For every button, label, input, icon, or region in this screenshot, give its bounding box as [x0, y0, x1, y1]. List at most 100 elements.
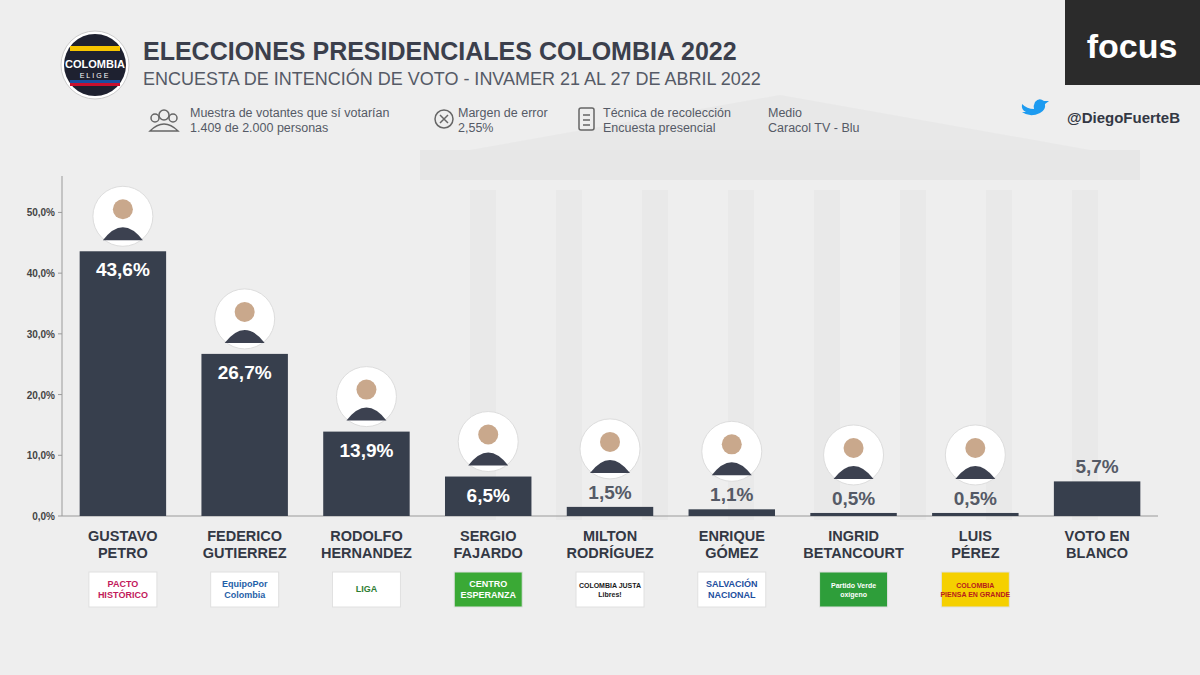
party-logo: EquipoPorColombia — [211, 572, 279, 607]
party-logo-box — [211, 572, 279, 607]
text-line: Partido Verde — [831, 582, 876, 589]
candidate-photo — [580, 419, 640, 479]
text-line: FAJARDO — [454, 545, 523, 561]
logo-ring — [61, 31, 129, 99]
photo-face — [356, 380, 376, 400]
y-tick — [58, 516, 62, 517]
icon — [579, 108, 594, 130]
logo-flag — [70, 80, 120, 83]
text-line: PÉREZ — [951, 545, 999, 561]
info-label: Margen de error — [458, 106, 548, 120]
handle: @DiegoFuerteB — [1067, 109, 1180, 126]
logo-flag — [70, 83, 120, 86]
bar — [810, 513, 896, 516]
labels: 43,6%26,7%13,9%6,5%1,5%1,1%0,5%0,5%5,7% — [93, 186, 1119, 509]
brand-box — [1065, 0, 1200, 85]
data-label: 13,9% — [340, 440, 394, 461]
photo-face — [600, 432, 620, 452]
y-tick-label: 40,0% — [27, 268, 55, 279]
data-label: 5,7% — [1075, 456, 1118, 477]
bar — [323, 432, 409, 516]
photo-body — [103, 227, 143, 240]
bar — [567, 507, 653, 516]
text-line: ESPERANZA — [460, 590, 516, 600]
logo-text: COLOMBIA — [65, 58, 125, 70]
y-tick — [58, 212, 62, 213]
brand: focus — [1087, 27, 1178, 65]
candidate-photo — [702, 421, 762, 481]
candidate-photo — [945, 425, 1005, 485]
text-line: GUTIERREZ — [203, 545, 287, 561]
colombia-elige-logo: COLOMBIAELIGE — [61, 31, 129, 99]
y-tick — [58, 455, 62, 456]
category-label: GUSTAVOPETRO — [88, 528, 158, 561]
party-logo: CENTROESPERANZA — [454, 572, 522, 607]
data-label: 0,5% — [954, 488, 997, 509]
photo-body — [346, 408, 386, 421]
building-part — [556, 190, 582, 520]
text-line: COLOMBIA JUSTA — [579, 582, 641, 589]
icon — [583, 115, 590, 125]
text-line: LUIS — [959, 528, 992, 544]
y-tick — [58, 333, 62, 334]
photo-body — [834, 466, 874, 479]
photo-frame — [824, 425, 884, 485]
photo-frame — [945, 425, 1005, 485]
photo-frame — [93, 186, 153, 246]
chart: COLOMBIAELIGE ELECCIONES PRESIDENCIALES C… — [0, 0, 1200, 675]
icon — [169, 114, 177, 122]
candidate-photo — [458, 412, 518, 472]
text-line: RODRÍGUEZ — [567, 545, 654, 561]
data-label: 0,5% — [832, 488, 875, 509]
info-value: 2,55% — [458, 121, 493, 135]
text-line: HERNANDEZ — [321, 545, 412, 561]
bar — [1054, 481, 1140, 516]
text-line: SALVACIÓN — [706, 578, 758, 589]
info-value: 1.409 de 2.000 personas — [190, 121, 328, 135]
background — [0, 0, 1200, 675]
category-label: VOTO ENBLANCO — [1065, 528, 1130, 561]
icon — [151, 114, 159, 122]
y-tick — [58, 273, 62, 274]
party-logo-box — [454, 572, 522, 607]
title: ELECCIONES PRESIDENCIALES COLOMBIA 2022 — [143, 37, 737, 65]
party-logo: Partido Verde oxígeno — [820, 572, 888, 607]
category-label: RODOLFOHERNANDEZ — [321, 528, 412, 561]
text-line: GUSTAVO — [88, 528, 158, 544]
photo-face — [478, 425, 498, 445]
bar — [80, 251, 166, 516]
y-tick-label: 30,0% — [27, 329, 55, 340]
candidate-photo — [93, 186, 153, 246]
text-line: COLOMBIA — [956, 582, 994, 589]
photo-frame — [215, 289, 275, 349]
background-building — [420, 95, 1140, 520]
photo-frame — [580, 419, 640, 479]
data-label: 1,5% — [588, 482, 631, 503]
party-logo-text: EquipoPorColombia — [222, 579, 268, 600]
text-line: ENRIQUE — [699, 528, 765, 544]
party-logo-text: SALVACIÓNNACIONAL — [706, 578, 758, 600]
party-logo-text: CENTROESPERANZA — [460, 579, 516, 600]
category-label: FEDERICOGUTIERREZ — [203, 528, 287, 561]
text-line: PIENSA EN GRANDE — [940, 591, 1010, 598]
party-logo-text: COLOMBIA PIENSA EN GRANDE — [940, 582, 1010, 598]
party-logo-box — [576, 572, 644, 607]
party-logo: COLOMBIA JUSTALibres! — [576, 572, 644, 607]
text-line: oxígeno — [840, 591, 867, 599]
party-logo-box — [89, 572, 157, 607]
y-tick-label: 10,0% — [27, 450, 55, 461]
party-logo-box — [332, 572, 400, 607]
photo-face — [844, 438, 864, 458]
category-label: LUISPÉREZ — [951, 528, 999, 561]
info-value: Caracol TV - Blu — [768, 121, 860, 135]
photo-face — [113, 199, 133, 219]
category-label: SERGIOFAJARDO — [454, 528, 523, 561]
text-line: Colombia — [224, 590, 266, 600]
data-label: 43,6% — [96, 259, 150, 280]
text-line: EquipoPor — [222, 579, 268, 589]
text-line: GÓMEZ — [705, 544, 758, 561]
party-logo: LIGA — [332, 572, 400, 607]
photo-frame — [336, 367, 396, 427]
data-label: 6,5% — [467, 485, 510, 506]
bar — [689, 509, 775, 516]
